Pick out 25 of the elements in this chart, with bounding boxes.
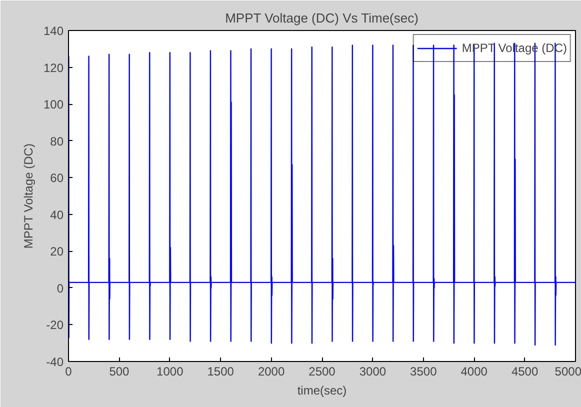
y-axis-title: MPPT Voltage (DC) [21,144,36,249]
x-tick-label: 4000 [460,364,488,378]
x-axis-title: time(sec) [297,384,347,398]
x-tick-label: 5000 [554,364,581,378]
y-tick-label: 0 [56,281,64,296]
x-tick-label: 1000 [156,364,184,378]
line-series [68,42,576,346]
y-tick-label: 100 [43,98,64,112]
y-tick-label: 80 [50,134,64,148]
x-tick-label: 500 [109,364,130,378]
chart-title: MPPT Voltage (DC) Vs Time(sec) [225,10,418,26]
y-tick-label: 40 [50,208,64,222]
y-tick-label: 60 [50,171,64,186]
x-tick-label: 1500 [207,364,234,378]
x-tick-label: 3000 [359,364,386,378]
x-tick-label: 4500 [511,364,538,378]
y-tick-label: -40 [46,355,64,369]
x-tick-label: 0 [65,364,72,378]
y-tick-label: -20 [46,318,64,332]
x-tick-label: 2500 [308,364,336,378]
x-tick-label: 3500 [410,364,438,378]
y-tick-label: 20 [50,244,64,259]
y-tick-label: 120 [43,60,64,75]
y-tick-label: 140 [43,24,64,38]
x-tick-label: 2000 [258,364,285,378]
